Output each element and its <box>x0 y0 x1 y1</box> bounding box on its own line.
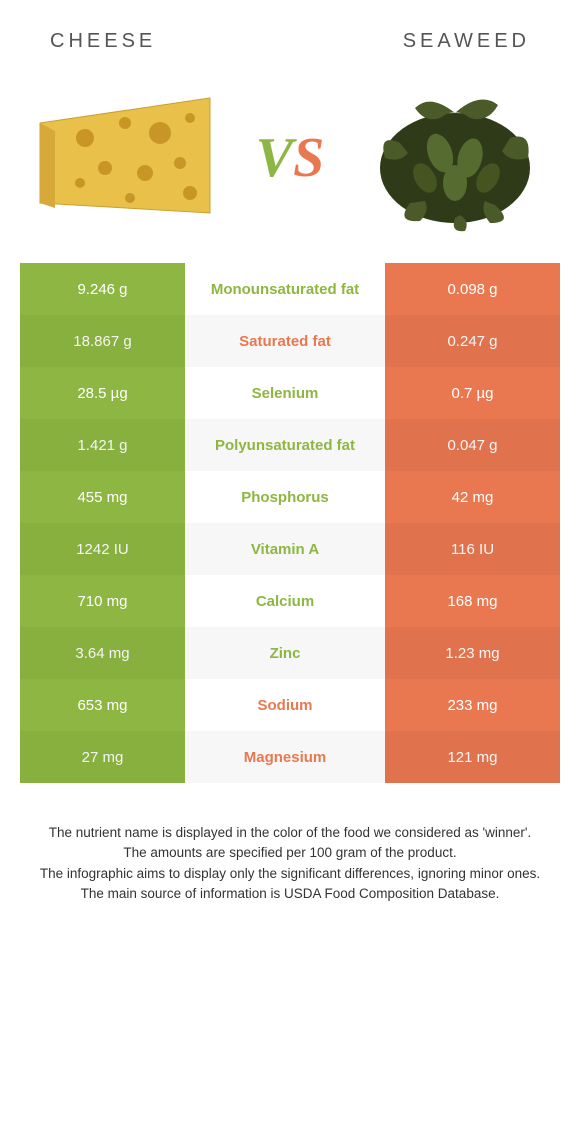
image-row: VS <box>0 73 580 263</box>
table-row: 18.867 gSaturated fat0.247 g <box>20 315 560 367</box>
value-left: 9.246 g <box>20 263 185 315</box>
value-left: 3.64 mg <box>20 627 185 679</box>
table-row: 28.5 µgSelenium0.7 µg <box>20 367 560 419</box>
value-right: 42 mg <box>385 471 560 523</box>
footnote-line: The main source of information is USDA F… <box>30 884 550 904</box>
footnote-line: The nutrient name is displayed in the co… <box>30 823 550 843</box>
footnotes: The nutrient name is displayed in the co… <box>0 783 580 924</box>
nutrient-name: Magnesium <box>185 731 385 783</box>
table-row: 27 mgMagnesium121 mg <box>20 731 560 783</box>
value-right: 0.7 µg <box>385 367 560 419</box>
value-left: 1242 IU <box>20 523 185 575</box>
table-row: 3.64 mgZinc1.23 mg <box>20 627 560 679</box>
nutrient-name: Vitamin A <box>185 523 385 575</box>
nutrient-name: Phosphorus <box>185 471 385 523</box>
value-left: 1.421 g <box>20 419 185 471</box>
table-row: 710 mgCalcium168 mg <box>20 575 560 627</box>
nutrient-name: Zinc <box>185 627 385 679</box>
table-row: 9.246 gMonounsaturated fat0.098 g <box>20 263 560 315</box>
value-right: 116 IU <box>385 523 560 575</box>
value-right: 233 mg <box>385 679 560 731</box>
value-left: 28.5 µg <box>20 367 185 419</box>
seaweed-image <box>360 83 550 233</box>
vs-v: V <box>256 127 293 189</box>
header-left: CHEESE <box>50 30 156 53</box>
value-right: 168 mg <box>385 575 560 627</box>
value-left: 455 mg <box>20 471 185 523</box>
value-left: 710 mg <box>20 575 185 627</box>
table-row: 653 mgSodium233 mg <box>20 679 560 731</box>
footnote-line: The amounts are specified per 100 gram o… <box>30 843 550 863</box>
header-right: SEAWEED <box>403 30 530 53</box>
footnote-line: The infographic aims to display only the… <box>30 864 550 884</box>
value-right: 1.23 mg <box>385 627 560 679</box>
table-row: 1.421 gPolyunsaturated fat0.047 g <box>20 419 560 471</box>
nutrient-name: Monounsaturated fat <box>185 263 385 315</box>
value-left: 653 mg <box>20 679 185 731</box>
cheese-image <box>30 83 220 233</box>
vs-s: S <box>293 127 324 189</box>
nutrient-name: Saturated fat <box>185 315 385 367</box>
table-row: 455 mgPhosphorus42 mg <box>20 471 560 523</box>
vs-label: VS <box>256 126 325 190</box>
nutrient-name: Selenium <box>185 367 385 419</box>
nutrient-name: Sodium <box>185 679 385 731</box>
value-left: 18.867 g <box>20 315 185 367</box>
nutrient-table: 9.246 gMonounsaturated fat0.098 g18.867 … <box>20 263 560 783</box>
value-right: 121 mg <box>385 731 560 783</box>
nutrient-name: Polyunsaturated fat <box>185 419 385 471</box>
value-right: 0.247 g <box>385 315 560 367</box>
table-row: 1242 IUVitamin A116 IU <box>20 523 560 575</box>
value-right: 0.098 g <box>385 263 560 315</box>
value-right: 0.047 g <box>385 419 560 471</box>
nutrient-name: Calcium <box>185 575 385 627</box>
value-left: 27 mg <box>20 731 185 783</box>
